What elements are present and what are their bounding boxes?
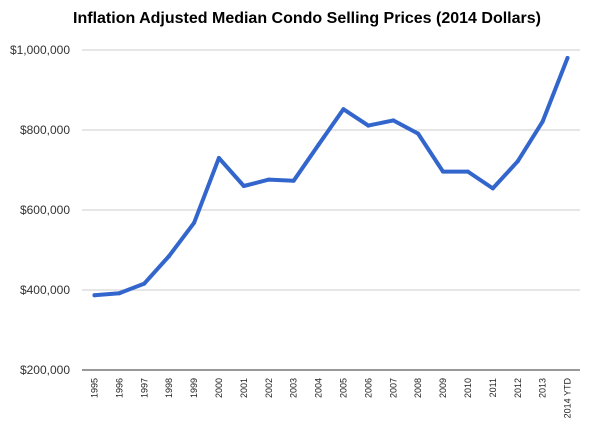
- x-tick-label: 2000: [214, 378, 224, 398]
- x-tick-label: 2001: [239, 378, 249, 398]
- x-tick-label: 1997: [139, 378, 149, 398]
- y-tick-label: $600,000: [20, 203, 70, 217]
- x-tick-label: 2012: [513, 378, 523, 398]
- x-tick-label: 2002: [264, 378, 274, 398]
- data-point: [316, 142, 321, 147]
- x-tick-label: 1995: [89, 378, 99, 398]
- x-tick-label: 2004: [314, 378, 324, 398]
- data-point: [142, 281, 147, 286]
- x-tick-label: 2005: [338, 378, 348, 398]
- x-tick-label: 1999: [189, 378, 199, 398]
- data-point: [416, 131, 421, 136]
- data-point: [192, 220, 197, 225]
- data-point: [391, 118, 396, 123]
- data-point: [92, 293, 97, 298]
- data-point: [366, 123, 371, 128]
- data-point: [167, 254, 172, 258]
- x-tick-label: 2013: [538, 378, 548, 398]
- data-point: [117, 291, 122, 296]
- data-point: [540, 119, 545, 124]
- y-tick-label: $200,000: [20, 363, 70, 377]
- y-tick-label: $800,000: [20, 123, 70, 137]
- x-tick-label: 2011: [488, 378, 498, 397]
- data-point: [441, 169, 445, 174]
- data-point: [465, 169, 470, 174]
- data-point: [490, 186, 495, 191]
- data-point: [565, 56, 570, 60]
- data-point: [515, 159, 520, 164]
- x-tick-label: 2003: [289, 378, 299, 398]
- x-tick-label: 2009: [438, 378, 448, 398]
- x-tick-label: 2006: [363, 378, 373, 398]
- y-tick-label: $400,000: [20, 283, 70, 297]
- data-point: [341, 107, 346, 112]
- x-tick-label: 2014 YTD: [563, 377, 573, 418]
- chart-title: Inflation Adjusted Median Condo Selling …: [73, 10, 541, 27]
- x-tick-label: 2008: [413, 378, 423, 398]
- data-point: [291, 178, 296, 183]
- data-point: [216, 156, 221, 160]
- x-tick-label: 2010: [463, 378, 473, 398]
- y-tick-label: $1,000,000: [10, 43, 70, 57]
- x-tick-label: 2007: [388, 378, 398, 398]
- x-tick-label: 1996: [114, 378, 124, 398]
- x-tick-label: 1998: [164, 378, 174, 398]
- series-line: [92, 56, 570, 298]
- data-point: [266, 177, 271, 182]
- data-point: [241, 184, 246, 188]
